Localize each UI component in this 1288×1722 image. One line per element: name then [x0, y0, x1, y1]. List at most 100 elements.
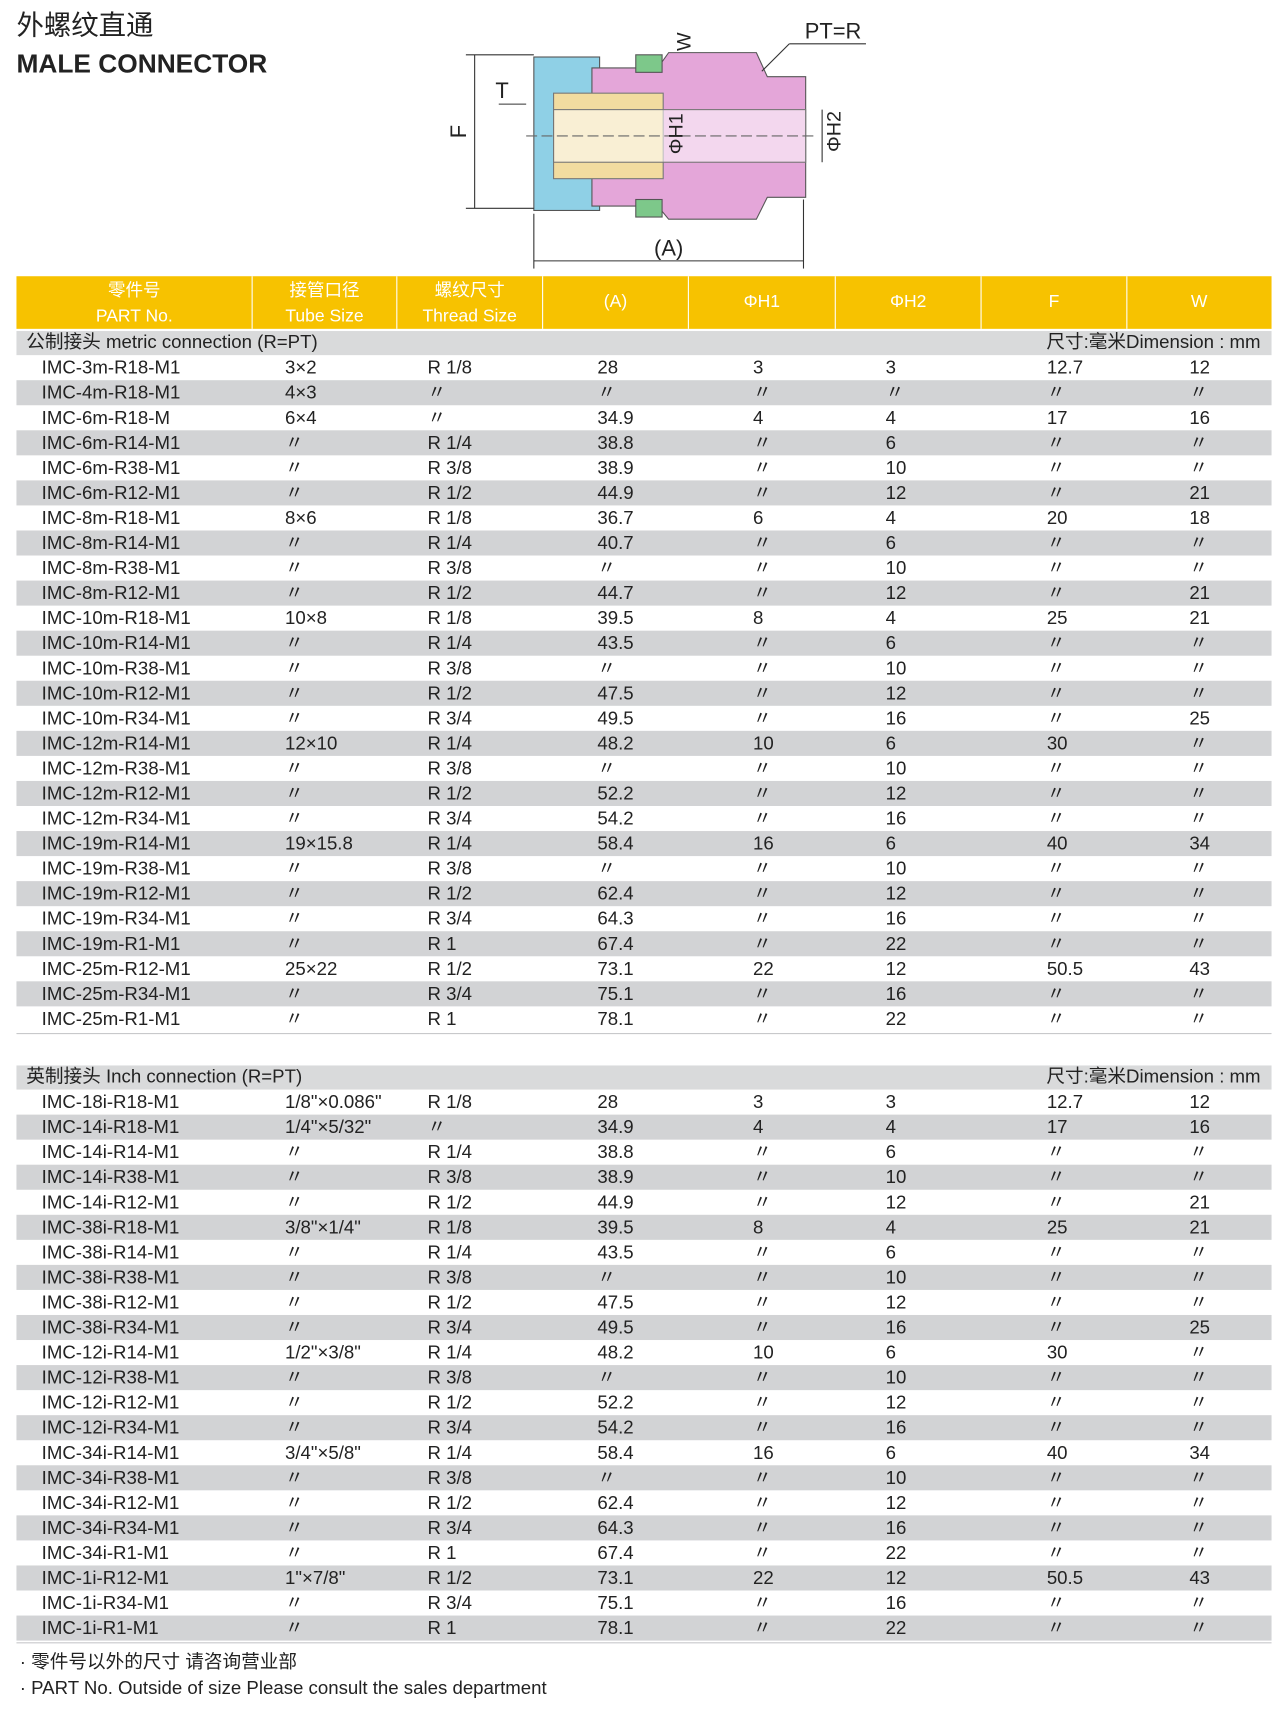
- diagram-label: (A): [654, 236, 683, 261]
- table-cell: 〃: [1189, 933, 1208, 954]
- table-cell: 〃: [428, 1116, 447, 1137]
- table-cell: 〃: [1189, 1617, 1208, 1638]
- table-cell: 12: [886, 682, 907, 703]
- table-cell: 〃: [285, 1367, 304, 1388]
- table-cell: 〃: [285, 1517, 304, 1538]
- table-cell: 〃: [1189, 1367, 1208, 1388]
- table-cell: 25: [1189, 1317, 1210, 1338]
- table-cell: 〃: [1189, 1266, 1208, 1287]
- table-cell: R 3/4: [428, 1592, 473, 1613]
- table-cell: 〃: [597, 858, 616, 879]
- table-row: [16, 1365, 1272, 1391]
- table-cell: 12.7: [1047, 357, 1083, 378]
- section-caption: 英制接头 Inch connection (R=PT): [26, 1065, 302, 1086]
- footnote: · PART No. Outside of size Please consul…: [20, 1677, 548, 1698]
- table-cell: 〃: [1047, 707, 1066, 728]
- table-cell: 8: [753, 1216, 763, 1237]
- table-cell: R 1/4: [428, 632, 473, 653]
- table-cell: IMC-10m-R12-M1: [42, 682, 191, 703]
- table-cell: 8: [753, 607, 763, 628]
- table-header: [16, 276, 1272, 329]
- table-cell: IMC-6m-R12-M1: [42, 482, 181, 503]
- table-cell: 〃: [753, 1617, 772, 1638]
- table-cell: 10: [886, 757, 907, 778]
- table-cell: 〃: [1189, 1291, 1208, 1312]
- table-cell: 16: [1189, 1116, 1210, 1137]
- table-cell: 12: [1189, 1091, 1210, 1112]
- table-cell: 〃: [753, 1417, 772, 1438]
- table-cell: 〃: [597, 382, 616, 403]
- table-cell: 〃: [753, 1191, 772, 1212]
- table-cell: IMC-6m-R38-M1: [42, 457, 181, 478]
- table-cell: IMC-38i-R34-M1: [42, 1317, 180, 1338]
- table-cell: IMC-25m-R1-M1: [42, 1008, 181, 1029]
- table-cell: 〃: [753, 983, 772, 1004]
- header-cell: (A): [604, 291, 627, 311]
- table-cell: 4: [886, 607, 896, 628]
- table-cell: 〃: [597, 657, 616, 678]
- table-cell: 28: [597, 357, 618, 378]
- table-cell: IMC-1i-R1-M1: [42, 1617, 159, 1638]
- table-cell: 〃: [285, 457, 304, 478]
- table-cell: 30: [1047, 732, 1068, 753]
- table-cell: R 1/4: [428, 532, 473, 553]
- table-cell: IMC-8m-R38-M1: [42, 557, 181, 578]
- connector-diagram: PT=R T (A) F W ΦH1 ΦH2: [446, 19, 866, 269]
- table-row: [16, 881, 1272, 907]
- table-cell: 〃: [1189, 382, 1208, 403]
- table-row: [16, 1214, 1272, 1240]
- table-cell: 4: [753, 407, 763, 428]
- table-cell: 〃: [753, 1141, 772, 1162]
- table-cell: 43: [1189, 1567, 1210, 1588]
- table-cell: 1/4"×5/32": [285, 1116, 371, 1137]
- table-cell: R 1/4: [428, 833, 473, 854]
- title-zh: 外螺纹直通: [16, 10, 153, 41]
- table-cell: 21: [1189, 482, 1210, 503]
- table-cell: R 1: [428, 1008, 457, 1029]
- table-row: [16, 480, 1272, 506]
- table-cell: 〃: [753, 1592, 772, 1613]
- table-cell: 44.7: [597, 582, 633, 603]
- table-cell: 25: [1047, 607, 1068, 628]
- table-row: [16, 1314, 1272, 1341]
- table-cell: IMC-19m-R12-M1: [42, 883, 191, 904]
- table-cell: 〃: [753, 883, 772, 904]
- table-cell: 〃: [285, 808, 304, 829]
- table-cell: 3/8"×1/4": [285, 1216, 361, 1237]
- table-cell: 〃: [1189, 1517, 1208, 1538]
- table-cell: 8×6: [285, 507, 317, 528]
- table-cell: 39.5: [597, 1216, 633, 1237]
- table-cell: 21: [1189, 1191, 1210, 1212]
- table-cell: IMC-4m-R18-M1: [42, 382, 181, 403]
- table-cell: 12: [886, 1492, 907, 1513]
- table-cell: 〃: [1047, 657, 1066, 678]
- table-cell: 〃: [1189, 782, 1208, 803]
- table-cell: 34.9: [597, 1116, 633, 1137]
- table-cell: 〃: [285, 557, 304, 578]
- table-cell: 〃: [1047, 532, 1066, 553]
- table-row: [16, 931, 1272, 957]
- table-cell: R 3/4: [428, 908, 473, 929]
- table-cell: 16: [886, 707, 907, 728]
- table-cell: R 1/8: [428, 507, 473, 528]
- table-cell: 〃: [1189, 1392, 1208, 1413]
- diagram-label: W: [673, 32, 695, 51]
- table-cell: 〃: [1189, 1166, 1208, 1187]
- table-cell: 16: [886, 1592, 907, 1613]
- table-cell: R 3/8: [428, 1367, 473, 1388]
- table-cell: 〃: [285, 1467, 304, 1488]
- table-cell: IMC-12i-R12-M1: [42, 1392, 180, 1413]
- table-cell: IMC-14i-R18-M1: [42, 1116, 180, 1137]
- table-cell: R 1/2: [428, 1191, 473, 1212]
- table-cell: 〃: [753, 757, 772, 778]
- table-cell: 3×2: [285, 357, 317, 378]
- table-cell: 10: [886, 1266, 907, 1287]
- table-cell: IMC-12m-R14-M1: [42, 732, 191, 753]
- table-cell: 〃: [1047, 432, 1066, 453]
- table-cell: 〃: [753, 582, 772, 603]
- table-cell: 64.3: [597, 1517, 633, 1538]
- table-cell: R 1/4: [428, 1442, 473, 1463]
- table-cell: 〃: [753, 457, 772, 478]
- table-cell: IMC-12i-R14-M1: [42, 1342, 180, 1363]
- table-cell: 〃: [1189, 858, 1208, 879]
